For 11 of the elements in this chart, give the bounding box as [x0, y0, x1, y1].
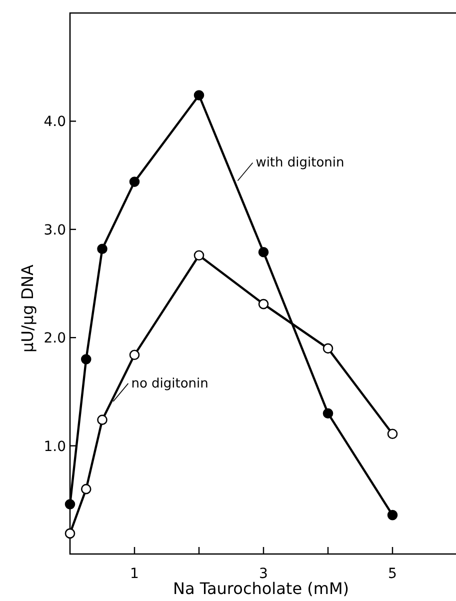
y-tick-label: 4.0: [44, 114, 66, 130]
y-axis-title: μU/μg DNA: [18, 264, 37, 352]
annotation: no digitonin: [131, 376, 208, 392]
y-tick-label: 1.0: [44, 438, 66, 455]
x-tick-label: 5: [388, 566, 397, 582]
x-tick-label: 1: [130, 566, 139, 582]
y-tick-label: 3.0: [44, 222, 66, 238]
annotation: with digitonin: [256, 156, 344, 171]
x-axis-title: Na Taurocholate (mM): [173, 579, 349, 598]
y-tick-label: 2.0: [44, 330, 66, 347]
x-tick-label: 3: [259, 566, 268, 582]
